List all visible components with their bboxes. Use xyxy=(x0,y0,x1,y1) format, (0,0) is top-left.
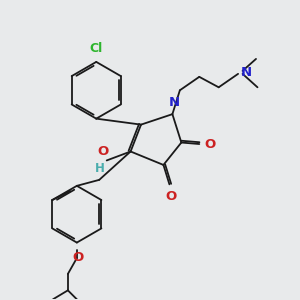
Text: O: O xyxy=(205,137,216,151)
Text: N: N xyxy=(168,96,179,109)
Text: O: O xyxy=(165,190,176,203)
Text: N: N xyxy=(241,66,252,79)
Text: Cl: Cl xyxy=(90,42,103,55)
Text: O: O xyxy=(73,251,84,264)
Text: H: H xyxy=(95,162,105,175)
Text: O: O xyxy=(98,145,109,158)
